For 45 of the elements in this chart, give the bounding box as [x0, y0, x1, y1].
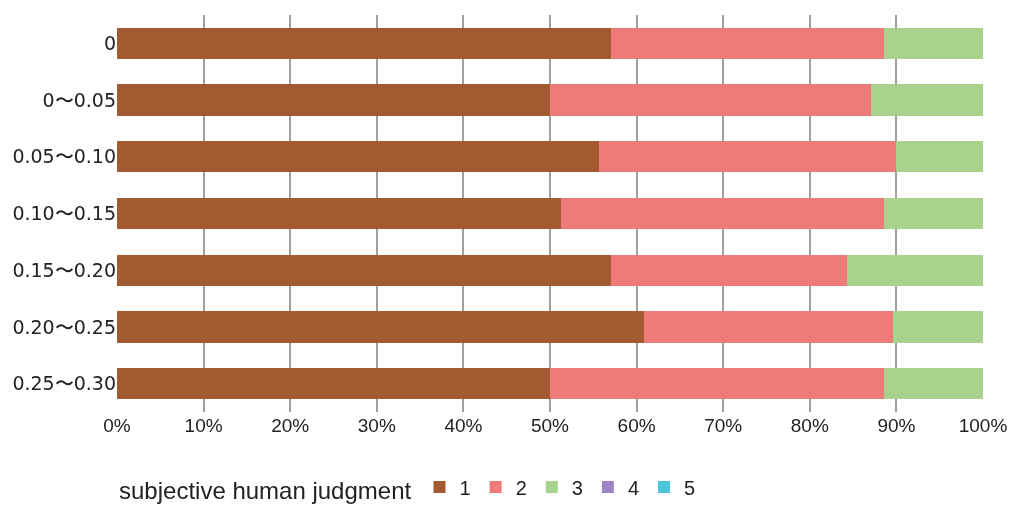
y-tick-label: 0.20〜0.25 — [12, 315, 116, 338]
x-tick-label: 100% — [958, 415, 1008, 436]
bar — [896, 141, 983, 173]
bar — [561, 197, 885, 230]
y-tick-label: 0.25〜0.30 — [12, 372, 116, 395]
x-tick-label: 20% — [271, 415, 310, 436]
x-tick-label: 80% — [790, 415, 829, 436]
bar — [884, 368, 983, 400]
y-tick-label: 0.10〜0.15 — [12, 202, 116, 225]
bar — [884, 27, 983, 59]
legend-label: 5 — [684, 476, 696, 499]
x-tick-label: 30% — [357, 415, 396, 436]
bar — [117, 368, 550, 400]
x-tick-label: 10% — [184, 415, 223, 436]
legend-label: 3 — [571, 476, 583, 499]
y-tick-label: 0.05〜0.10 — [12, 145, 116, 168]
bar — [599, 141, 897, 173]
bar — [117, 197, 562, 230]
x-tick-label: 40% — [444, 415, 483, 436]
bar — [643, 311, 893, 343]
legend-label: 4 — [627, 476, 639, 499]
y-tick-label: 0〜0.05 — [42, 88, 116, 111]
x-tick-label: 70% — [704, 415, 743, 436]
x-tick-label: 50% — [530, 415, 570, 436]
bar — [117, 254, 612, 286]
y-tick-label: 0.15〜0.20 — [12, 258, 116, 281]
bar — [892, 311, 983, 343]
bar — [117, 141, 600, 173]
legend-title: subjective human judgment — [119, 476, 412, 504]
y-tick-label: 0 — [103, 32, 116, 55]
bar — [611, 27, 885, 59]
bar — [117, 84, 550, 116]
bar — [611, 254, 848, 286]
x-tick-label: 60% — [617, 415, 656, 436]
bar — [884, 197, 983, 230]
x-tick-label: 0% — [103, 415, 131, 436]
bar — [847, 254, 983, 286]
bar — [550, 368, 885, 400]
bar — [117, 311, 644, 343]
legend-label: 1 — [459, 476, 471, 499]
x-tick-label: 90% — [877, 415, 916, 436]
bar — [871, 84, 983, 116]
bar — [550, 84, 872, 116]
bar — [117, 27, 612, 59]
legend-label: 2 — [515, 476, 527, 499]
